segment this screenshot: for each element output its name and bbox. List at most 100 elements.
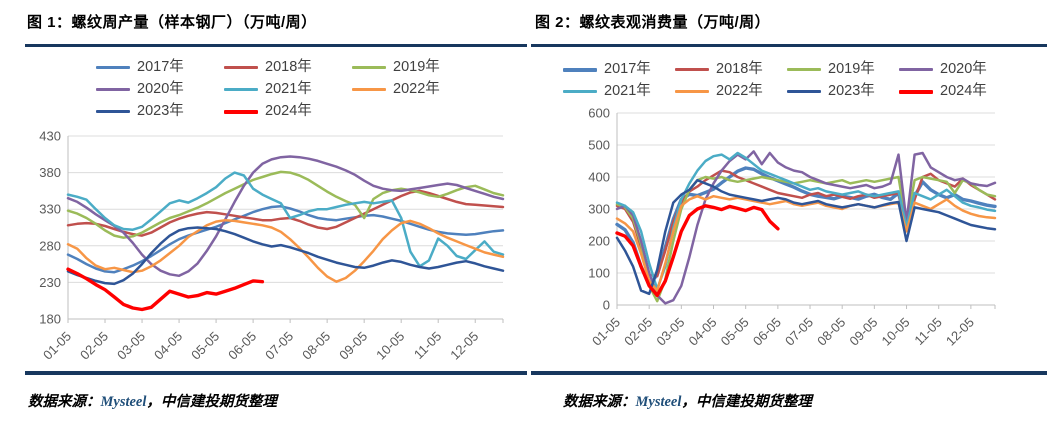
legend-line-swatch (675, 90, 709, 93)
legend-item-2021: 2021年 (224, 80, 352, 99)
y-tick-label: 300 (588, 202, 610, 217)
legend-line-swatch (563, 90, 597, 93)
legend-line-swatch (563, 67, 597, 72)
y-tick-label: 0 (603, 298, 610, 313)
legend-line-swatch (96, 110, 130, 113)
legend-item-2017: 2017年 (563, 60, 675, 79)
x-tick-label: 08-05 (299, 329, 333, 363)
legend-line-swatch (96, 88, 130, 91)
series-line-2019 (615, 175, 997, 303)
series-line-2020 (615, 150, 997, 305)
legend-item-2020: 2020年 (899, 60, 1011, 79)
series-line-2018 (66, 189, 505, 237)
series-line-2024 (615, 204, 780, 298)
source-prefix: 数据来源： (563, 394, 636, 410)
y-tick-label: 500 (588, 138, 610, 153)
legend-item-2022: 2022年 (352, 80, 480, 99)
x-tick-label: 10-05 (879, 315, 913, 349)
x-tick-label: 04-05 (151, 329, 185, 363)
x-tick-label: 07-05 (262, 329, 296, 363)
legend-label: 2019年 (828, 61, 875, 77)
legend-label: 2021年 (265, 81, 312, 97)
x-tick-label: 08-05 (814, 315, 848, 349)
legend-item-2022: 2022年 (675, 82, 787, 101)
legend-line-swatch (224, 66, 258, 69)
y-tick-label: 100 (588, 266, 610, 281)
legend-line-swatch (352, 66, 386, 69)
legend-label: 2023年 (137, 103, 184, 119)
x-tick-label: 01-05 (40, 329, 74, 363)
legend-label: 2024年 (940, 83, 987, 99)
legend-item-2018: 2018年 (675, 60, 787, 79)
legend-row: 2023年 2024年 (96, 102, 480, 121)
legend-label: 2018年 (265, 59, 312, 75)
series-line-2022 (66, 218, 505, 283)
x-tick-label: 09-05 (846, 315, 880, 349)
x-tick-label: 05-05 (188, 329, 222, 363)
x-tick-label: 11-05 (411, 329, 444, 362)
figure2-legend: 2017年 2018年 2019年 2020年 2021年 2022年 2023年 2024年 (563, 60, 1011, 101)
x-tick-label: 10-05 (373, 329, 407, 363)
x-tick-label: 07-05 (782, 315, 816, 349)
x-tick-label: 11-05 (911, 315, 944, 348)
legend-item-2024: 2024年 (899, 82, 1011, 101)
x-tick-label: 03-05 (653, 315, 687, 349)
legend-item-2017: 2017年 (96, 58, 224, 77)
legend-item-2024: 2024年 (224, 102, 352, 121)
x-tick-label: 06-05 (750, 315, 784, 349)
legend-line-swatch (899, 89, 933, 94)
series-line-2024 (66, 267, 265, 312)
figure2-bottom-rule (531, 371, 1047, 375)
legend-item-2020: 2020年 (96, 80, 224, 99)
series-line-2021 (66, 171, 505, 268)
legend-label: 2017年 (137, 59, 184, 75)
legend-label: 2018年 (716, 61, 763, 77)
legend-line-swatch (96, 66, 130, 69)
y-tick-label: 180 (39, 312, 61, 327)
legend-line-swatch (224, 109, 258, 114)
figure1-source-caption: 数据来源：Mysteel，中信建投期货整理 (28, 390, 277, 411)
legend-row: 2017年 2018年 2019年 (96, 58, 480, 77)
figure-1-production: 图 1：螺纹周产量（样本钢厂）（万吨/周） 2017年 2018年 2019年 202… (0, 0, 527, 440)
legend-label: 2022年 (716, 83, 763, 99)
series-line-2023 (615, 178, 997, 296)
x-tick-label: 12-05 (447, 329, 481, 363)
x-tick-label: 02-05 (621, 315, 655, 349)
source-mysteel: Mysteel (635, 394, 682, 410)
series-line-2023 (66, 226, 505, 286)
x-tick-label: 02-05 (77, 329, 111, 363)
legend-line-swatch (352, 88, 386, 91)
y-tick-label: 430 (39, 129, 61, 144)
figure1-bottom-rule (25, 371, 527, 375)
y-tick-label: 200 (588, 234, 610, 249)
legend-line-swatch (675, 68, 709, 71)
legend-row: 2017年 2018年 2019年 2020年 (563, 60, 1011, 79)
x-tick-label: 05-05 (718, 315, 752, 349)
legend-line-swatch (787, 68, 821, 71)
series-line-2019 (66, 170, 505, 239)
legend-row: 2020年 2021年 2022年 (96, 80, 480, 99)
consumption-line-chart: 010020030040050060001-0502-0503-0504-050… (588, 106, 997, 349)
x-tick-label: 09-05 (336, 329, 370, 363)
series-line-2021 (615, 151, 997, 291)
legend-label: 2020年 (940, 61, 987, 77)
figure2-title: 图 2：螺纹表观消费量（万吨/周） (535, 14, 771, 31)
x-tick-label: 12-05 (943, 315, 977, 349)
y-tick-label: 600 (588, 106, 610, 121)
source-prefix: 数据来源： (28, 394, 101, 410)
legend-line-swatch (224, 88, 258, 91)
legend-label: 2024年 (265, 103, 312, 119)
legend-item-2023: 2023年 (787, 82, 899, 101)
y-tick-label: 330 (39, 202, 61, 217)
x-tick-label: 03-05 (114, 329, 148, 363)
legend-label: 2021年 (604, 83, 651, 99)
x-tick-label: 01-05 (589, 315, 623, 349)
y-tick-label: 400 (588, 170, 610, 185)
legend-label: 2020年 (137, 81, 184, 97)
series-line-2022 (615, 194, 997, 292)
figure2-source-caption: 数据来源：Mysteel，中信建投期货整理 (563, 390, 812, 411)
figure1-legend: 2017年 2018年 2019年 2020年 2021年 2022年 2023年 2024年 (96, 58, 480, 121)
figure1-title: 图 1：螺纹周产量（样本钢厂）（万吨/周） (27, 14, 317, 31)
y-tick-label: 280 (39, 238, 61, 253)
